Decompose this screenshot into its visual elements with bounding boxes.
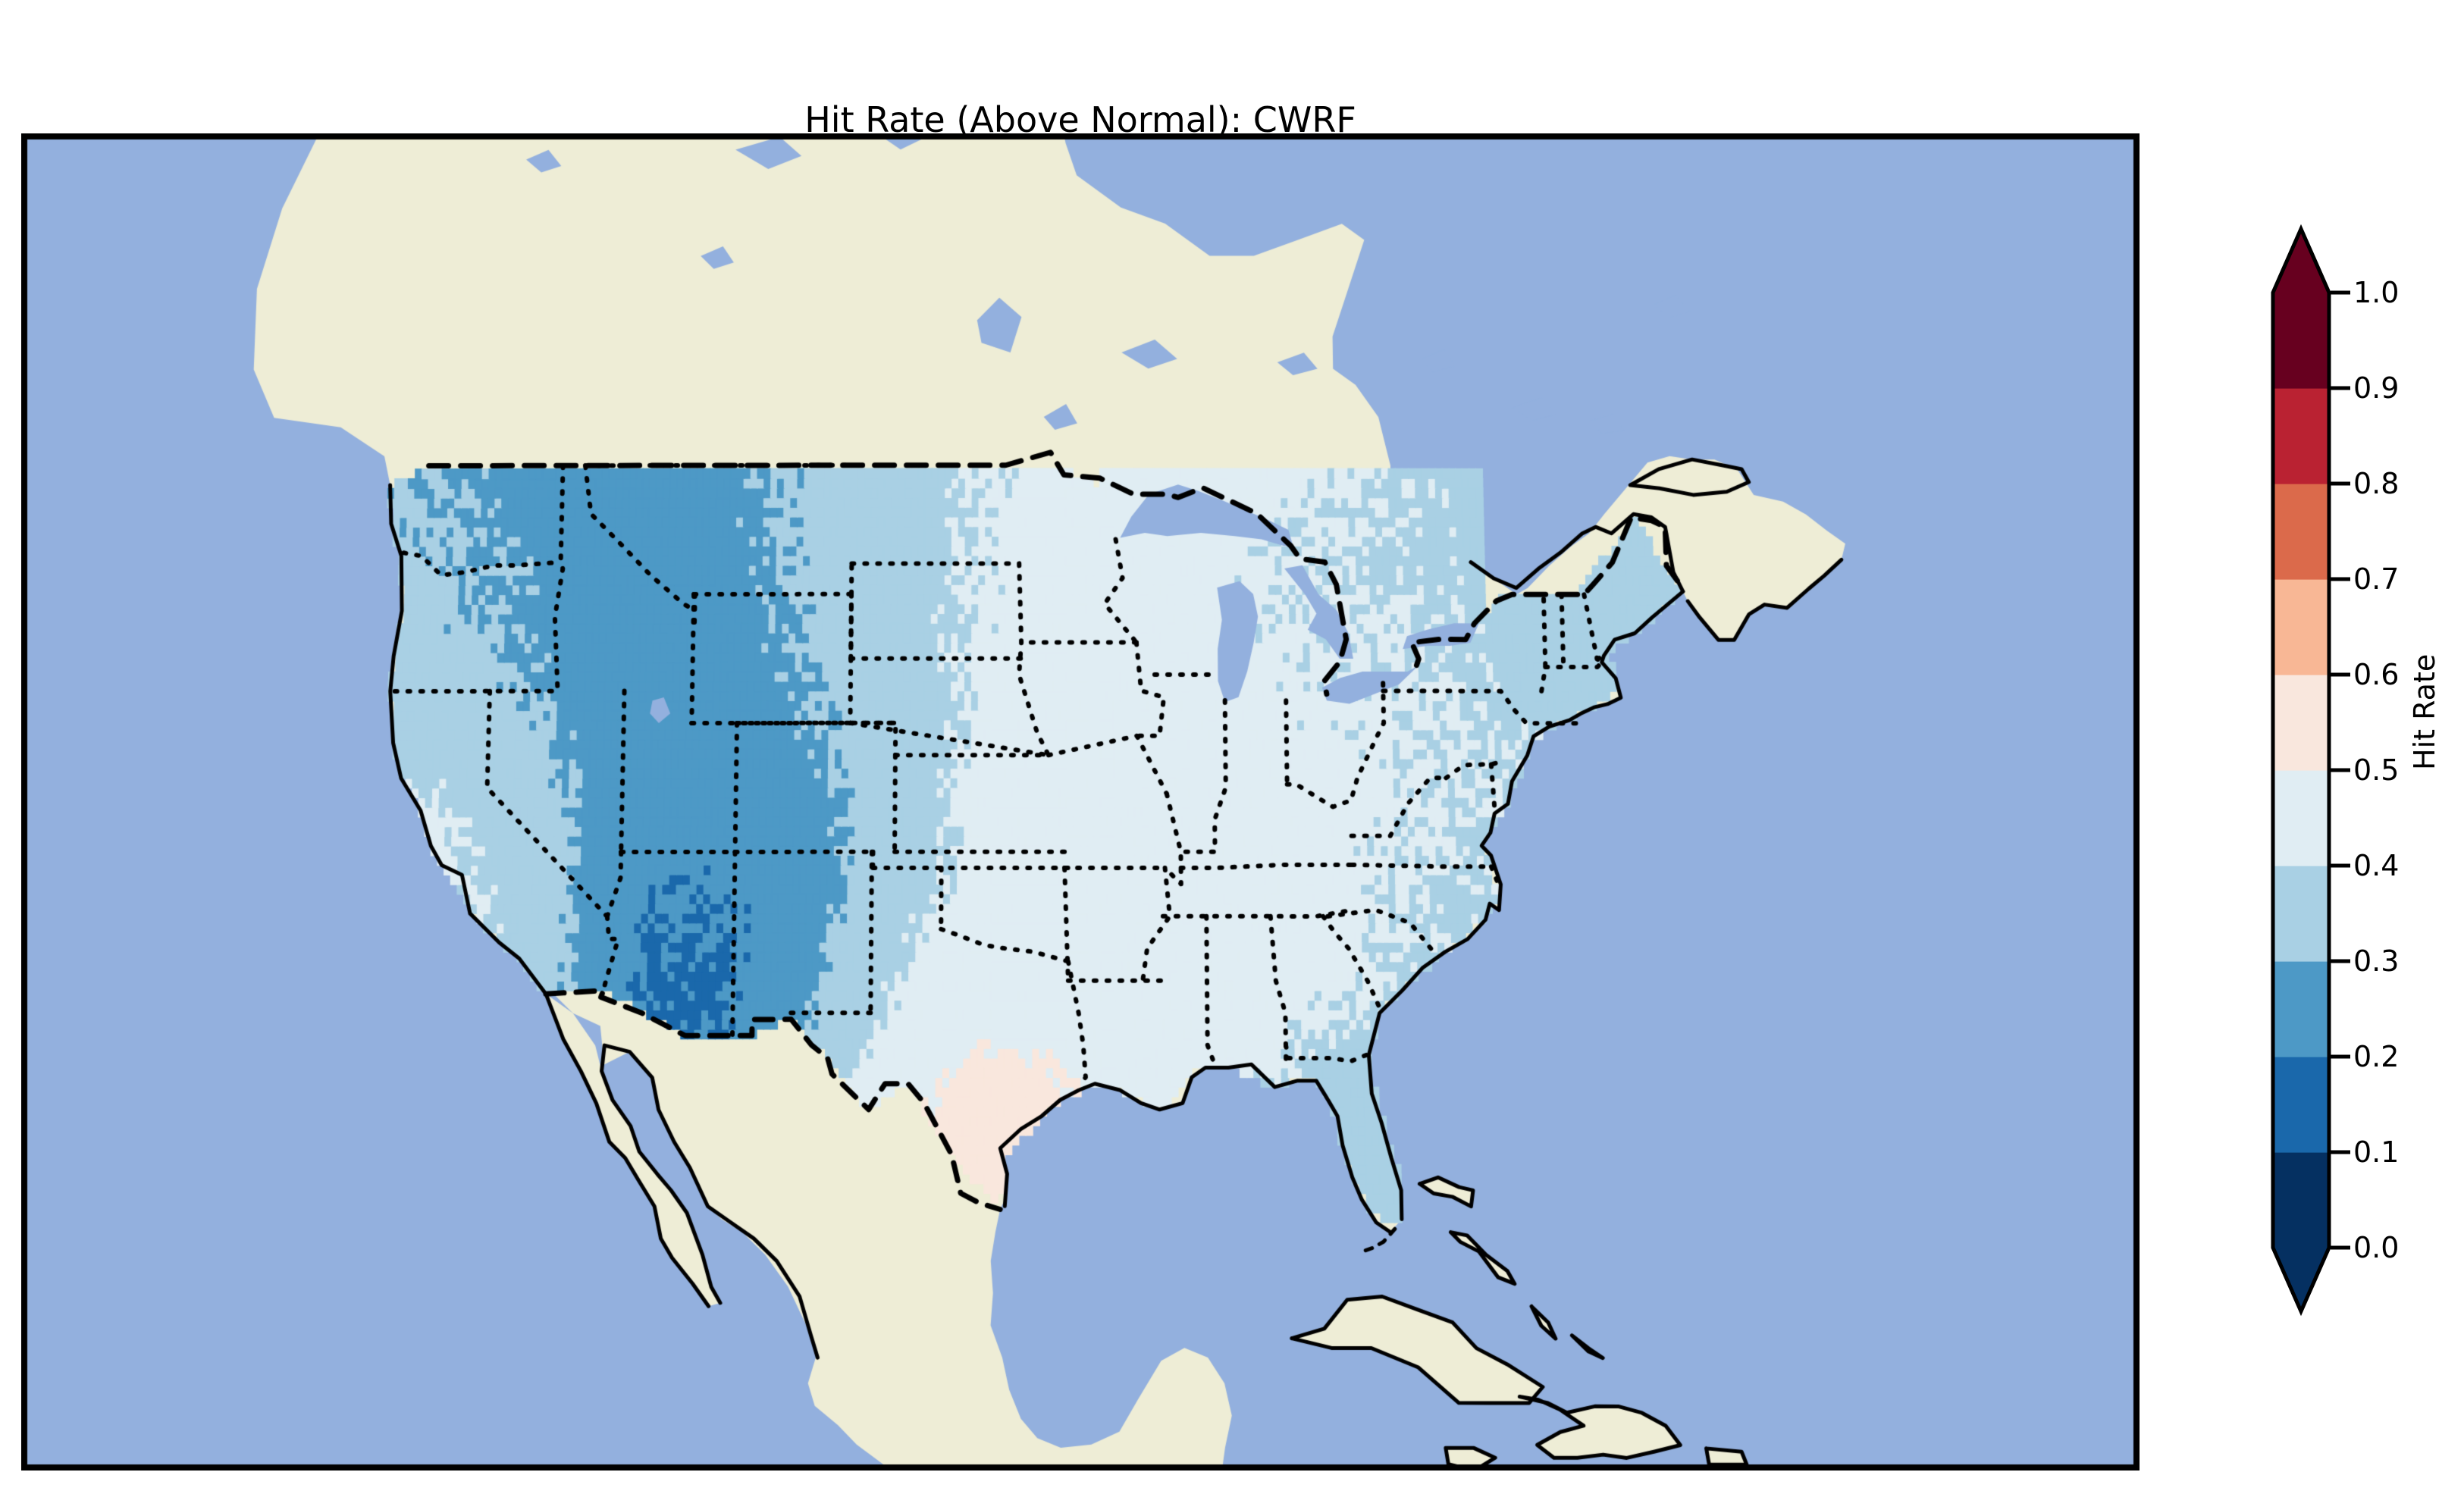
- colorbar-tick-0.4: 0.4: [2353, 849, 2400, 882]
- colorbar-tick-0.5: 0.5: [2353, 753, 2400, 787]
- colorbar-tick-0.1: 0.1: [2353, 1135, 2400, 1169]
- colorbar-tick-0.8: 0.8: [2353, 467, 2400, 500]
- colorbar-tick-0.9: 0.9: [2353, 371, 2400, 405]
- map-plot-area: [21, 133, 2140, 1471]
- colorbar-tick-1.0: 1.0: [2353, 276, 2400, 309]
- colorbar-tick-labels: 0.0 0.1 0.2 0.3 0.4 0.5 0.6 0.7 0.8 0.9 1.0: [2353, 227, 2464, 1313]
- colorbar-tick-0.3: 0.3: [2353, 944, 2400, 978]
- colorbar-tick-0.7: 0.7: [2353, 562, 2400, 596]
- colorbar-tick-0.2: 0.2: [2353, 1040, 2400, 1073]
- colorbar-axis-label: Hit Rate: [2408, 653, 2441, 770]
- colorbar-gradient: [2271, 224, 2350, 1317]
- colorbar-tick-0.6: 0.6: [2353, 658, 2400, 691]
- colorbar: [2271, 224, 2350, 1317]
- colorbar-tick-0.0: 0.0: [2353, 1231, 2400, 1264]
- hit-rate-heatmap: [24, 136, 2136, 1467]
